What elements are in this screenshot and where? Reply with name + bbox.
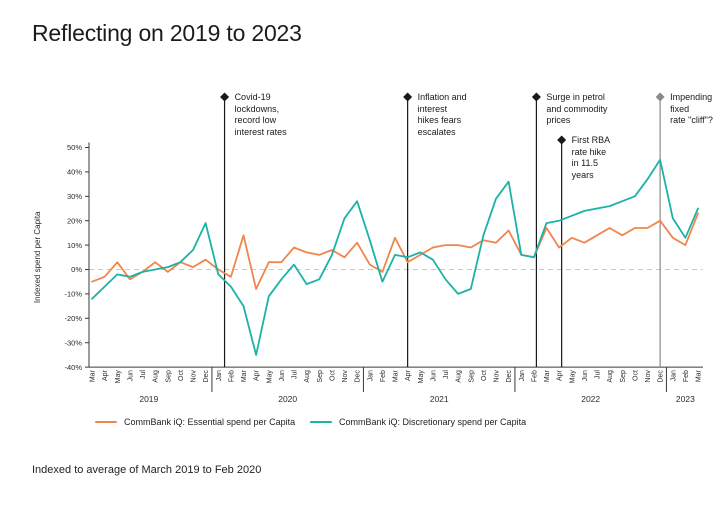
x-tick-label: Apr: [557, 369, 564, 381]
x-tick-label: Oct: [481, 370, 488, 381]
x-tick-label: Aug: [607, 370, 614, 383]
x-tick-label: Jan: [670, 370, 677, 381]
annotation-diamond-icon: [655, 92, 665, 102]
y-axis-title: Indexed spend per Capita: [33, 211, 42, 303]
page-title: Reflecting on 2019 to 2023: [32, 20, 302, 46]
x-tick-label: Sep: [317, 370, 324, 383]
legend-item-essential: CommBank iQ: Essential spend per Capita: [95, 417, 295, 427]
x-tick-label: Jul: [140, 370, 147, 379]
x-tick-label: Nov: [645, 370, 652, 383]
x-tick-label: Mar: [241, 369, 248, 382]
x-tick-label: Sep: [620, 370, 627, 383]
x-tick-label: Dec: [506, 370, 513, 383]
x-tick-label: Jun: [279, 370, 286, 381]
discretionary-series-line: [91, 158, 699, 356]
x-tick-label: May: [569, 370, 576, 384]
y-tick-label: 10%: [67, 241, 82, 250]
year-label: 2022: [581, 394, 600, 404]
y-tick-label: 20%: [67, 216, 82, 225]
x-tick-label: Apr: [102, 369, 109, 381]
x-tick-label: Nov: [494, 370, 501, 383]
year-label: 2023: [676, 394, 695, 404]
year-label: 2021: [430, 394, 449, 404]
y-tick-label: 0%: [71, 265, 82, 274]
legend: CommBank iQ: Essential spend per Capita …: [0, 417, 721, 433]
x-tick-label: Feb: [683, 370, 690, 382]
annotation-diamond-icon: [403, 92, 413, 102]
annotation-rba-rate-hike: First RBA rate hike in 11.5 years: [571, 135, 611, 180]
x-tick-label: Aug: [304, 370, 311, 383]
x-tick-label: Mar: [696, 369, 703, 382]
x-tick-label: May: [418, 370, 425, 384]
x-tick-label: Mar: [544, 369, 551, 382]
x-tick-label: Feb: [380, 370, 387, 382]
year-label: 2020: [278, 394, 297, 404]
x-tick-label: Nov: [342, 370, 349, 383]
legend-label-essential: CommBank iQ: Essential spend per Capita: [124, 417, 296, 427]
x-tick-label: Jul: [443, 370, 450, 379]
x-tick-label: Jun: [582, 370, 589, 381]
y-tick-label: 50%: [67, 143, 82, 152]
y-tick-label: 30%: [67, 192, 82, 201]
annotation-fixed-rate-cliff: Impending fixed rate "cliff"?: [670, 92, 713, 125]
y-tick-label: 40%: [67, 168, 82, 177]
x-tick-label: Dec: [203, 370, 210, 383]
legend-label-discretionary: CommBank iQ: Discretionary spend per Cap…: [339, 417, 527, 427]
x-tick-label: May: [266, 370, 273, 384]
x-tick-label: Feb: [228, 370, 235, 382]
x-tick-label: May: [115, 370, 122, 384]
y-tick-label: -40%: [64, 363, 82, 372]
x-tick-label: Nov: [191, 370, 198, 383]
year-label: 2019: [139, 394, 158, 404]
x-tick-label: Jan: [519, 370, 526, 381]
legend-swatch-essential: [95, 420, 117, 424]
x-tick-label: Dec: [658, 370, 665, 383]
annotation-diamond-icon: [220, 92, 230, 102]
x-tick-label: Apr: [254, 369, 261, 381]
x-tick-label: Oct: [178, 370, 185, 381]
annotation-petrol-prices: Surge in petrol and commodity prices: [546, 92, 608, 125]
x-tick-label: Oct: [329, 370, 336, 381]
annotation-diamond-icon: [557, 135, 567, 145]
legend-swatch-discretionary: [310, 420, 332, 424]
legend-item-discretionary: CommBank iQ: Discretionary spend per Cap…: [310, 417, 526, 427]
x-tick-label: Sep: [165, 370, 172, 383]
x-tick-label: Jan: [216, 370, 223, 381]
annotation-inflation: Inflation and interest hikes fears escal…: [417, 92, 467, 137]
annotation-diamond-icon: [531, 92, 541, 102]
x-tick-label: Oct: [632, 370, 639, 381]
x-tick-label: Apr: [405, 369, 412, 381]
x-tick-label: Dec: [355, 370, 362, 383]
x-tick-label: Aug: [153, 370, 160, 383]
x-tick-label: Jun: [430, 370, 437, 381]
y-tick-label: -30%: [64, 338, 82, 347]
x-tick-label: Jul: [292, 370, 299, 379]
x-tick-label: Aug: [456, 370, 463, 383]
y-tick-label: -10%: [64, 290, 82, 299]
x-tick-label: Jul: [595, 370, 602, 379]
y-tick-label: -20%: [64, 314, 82, 323]
footnote: Indexed to average of March 2019 to Feb …: [32, 464, 262, 476]
x-tick-label: Jan: [367, 370, 374, 381]
x-tick-label: Jun: [127, 370, 134, 381]
x-tick-label: Mar: [90, 369, 97, 382]
essential-series-line: [91, 212, 699, 290]
x-tick-label: Feb: [531, 370, 538, 382]
x-tick-label: Mar: [393, 369, 400, 382]
annotation-covid: Covid-19 lockdowns, record low interest …: [234, 92, 287, 137]
x-tick-label: Sep: [468, 370, 475, 383]
